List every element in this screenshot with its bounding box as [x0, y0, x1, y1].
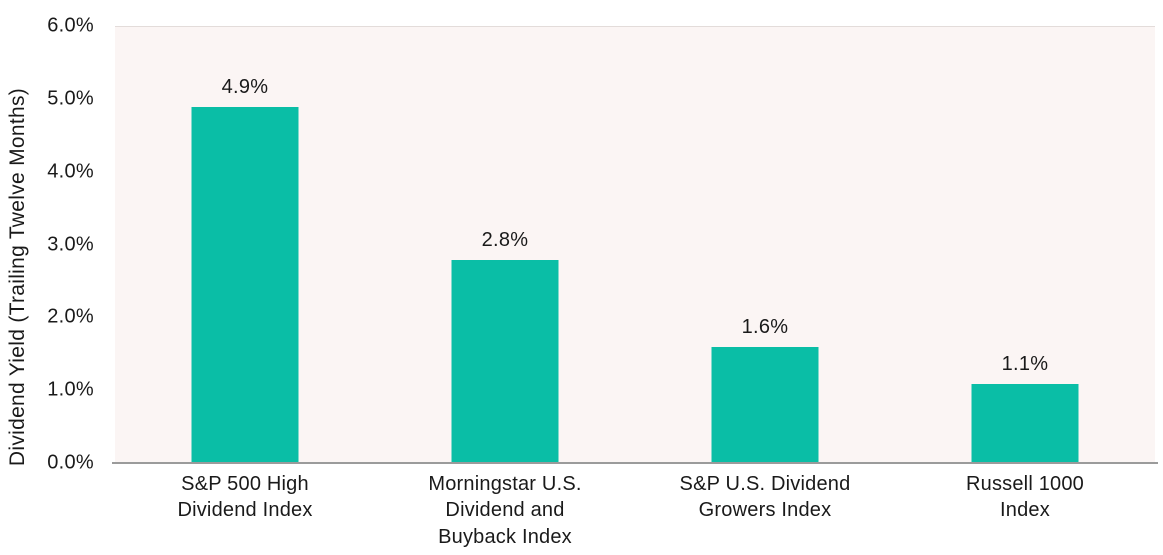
y-axis-tick-label: 4.0% [47, 160, 94, 183]
bar-group: 1.1% [895, 27, 1155, 464]
bar [451, 260, 559, 464]
bar-group: 4.9% [115, 27, 375, 464]
plot-area: 4.9% 2.8% 1.6% 1.1% [115, 26, 1155, 464]
bar-value-label: 1.6% [741, 316, 789, 339]
bar-group: 1.6% [635, 27, 895, 464]
bar-value-label: 1.1% [1001, 352, 1049, 375]
bar-value-label: 4.9% [221, 76, 269, 99]
x-axis-labels: S&P 500 High Dividend Index Morningstar … [115, 471, 1155, 550]
bar-group: 2.8% [375, 27, 635, 464]
category-label: S&P 500 High Dividend Index [177, 473, 313, 522]
bar [971, 383, 1079, 464]
category-label: Russell 1000 Index [965, 473, 1085, 522]
x-axis-line [112, 462, 1158, 464]
y-axis-tick-label: 6.0% [47, 14, 94, 37]
bar-value-label: 2.8% [481, 229, 529, 252]
y-axis-tick-label: 1.0% [47, 378, 94, 401]
category-label: Morningstar U.S. Dividend and Buyback In… [428, 473, 582, 548]
y-axis-tick-label: 0.0% [47, 451, 94, 474]
category-label: S&P U.S. Dividend Growers Index [679, 473, 851, 522]
bar [191, 107, 299, 464]
bar [711, 347, 819, 464]
y-axis-tick-label: 2.0% [47, 305, 94, 328]
y-axis-tick-label: 5.0% [47, 87, 94, 110]
y-axis-tick-labels: 6.0% 5.0% 4.0% 3.0% 2.0% 1.0% 0.0% [0, 15, 104, 474]
y-axis-tick-label: 3.0% [47, 233, 94, 255]
